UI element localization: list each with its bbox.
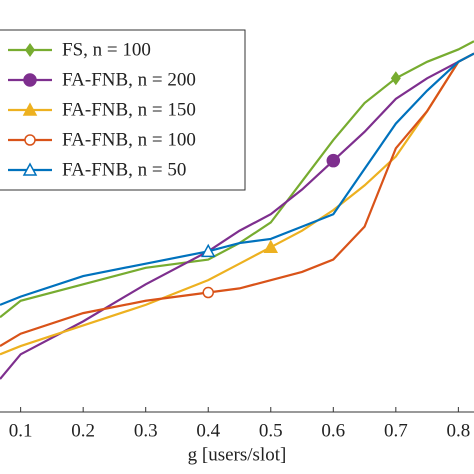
marker xyxy=(202,286,214,299)
x-axis-label: g [users/slot] xyxy=(188,444,287,465)
x-tick-label: 0.8 xyxy=(446,420,470,441)
marker xyxy=(263,239,279,253)
x-tick-label: 0.6 xyxy=(321,420,345,441)
legend-marker xyxy=(24,134,36,146)
x-tick-label: 0.1 xyxy=(9,420,33,441)
legend-label: FS, n = 100 xyxy=(62,39,151,60)
legend-marker xyxy=(23,73,37,87)
x-tick-label: 0.3 xyxy=(134,420,158,441)
series-line xyxy=(0,52,474,348)
series-line xyxy=(0,52,474,306)
legend-marker xyxy=(25,43,35,57)
legend-label: FA-FNB, n = 100 xyxy=(62,129,196,150)
legend-label: FA-FNB, n = 200 xyxy=(62,69,196,90)
x-tick-label: 0.5 xyxy=(259,420,283,441)
legend-label: FA-FNB, n = 150 xyxy=(62,99,196,120)
x-tick-label: 0.7 xyxy=(384,420,408,441)
marker xyxy=(390,71,401,86)
legend-marker xyxy=(22,162,38,176)
x-tick-label: 0.2 xyxy=(71,420,95,441)
x-tick-label: 0.4 xyxy=(196,420,220,441)
marker xyxy=(200,243,216,258)
marker xyxy=(326,153,341,168)
series-line xyxy=(0,52,474,380)
legend-label: FA-FNB, n = 50 xyxy=(62,159,186,180)
legend-marker xyxy=(22,102,38,116)
